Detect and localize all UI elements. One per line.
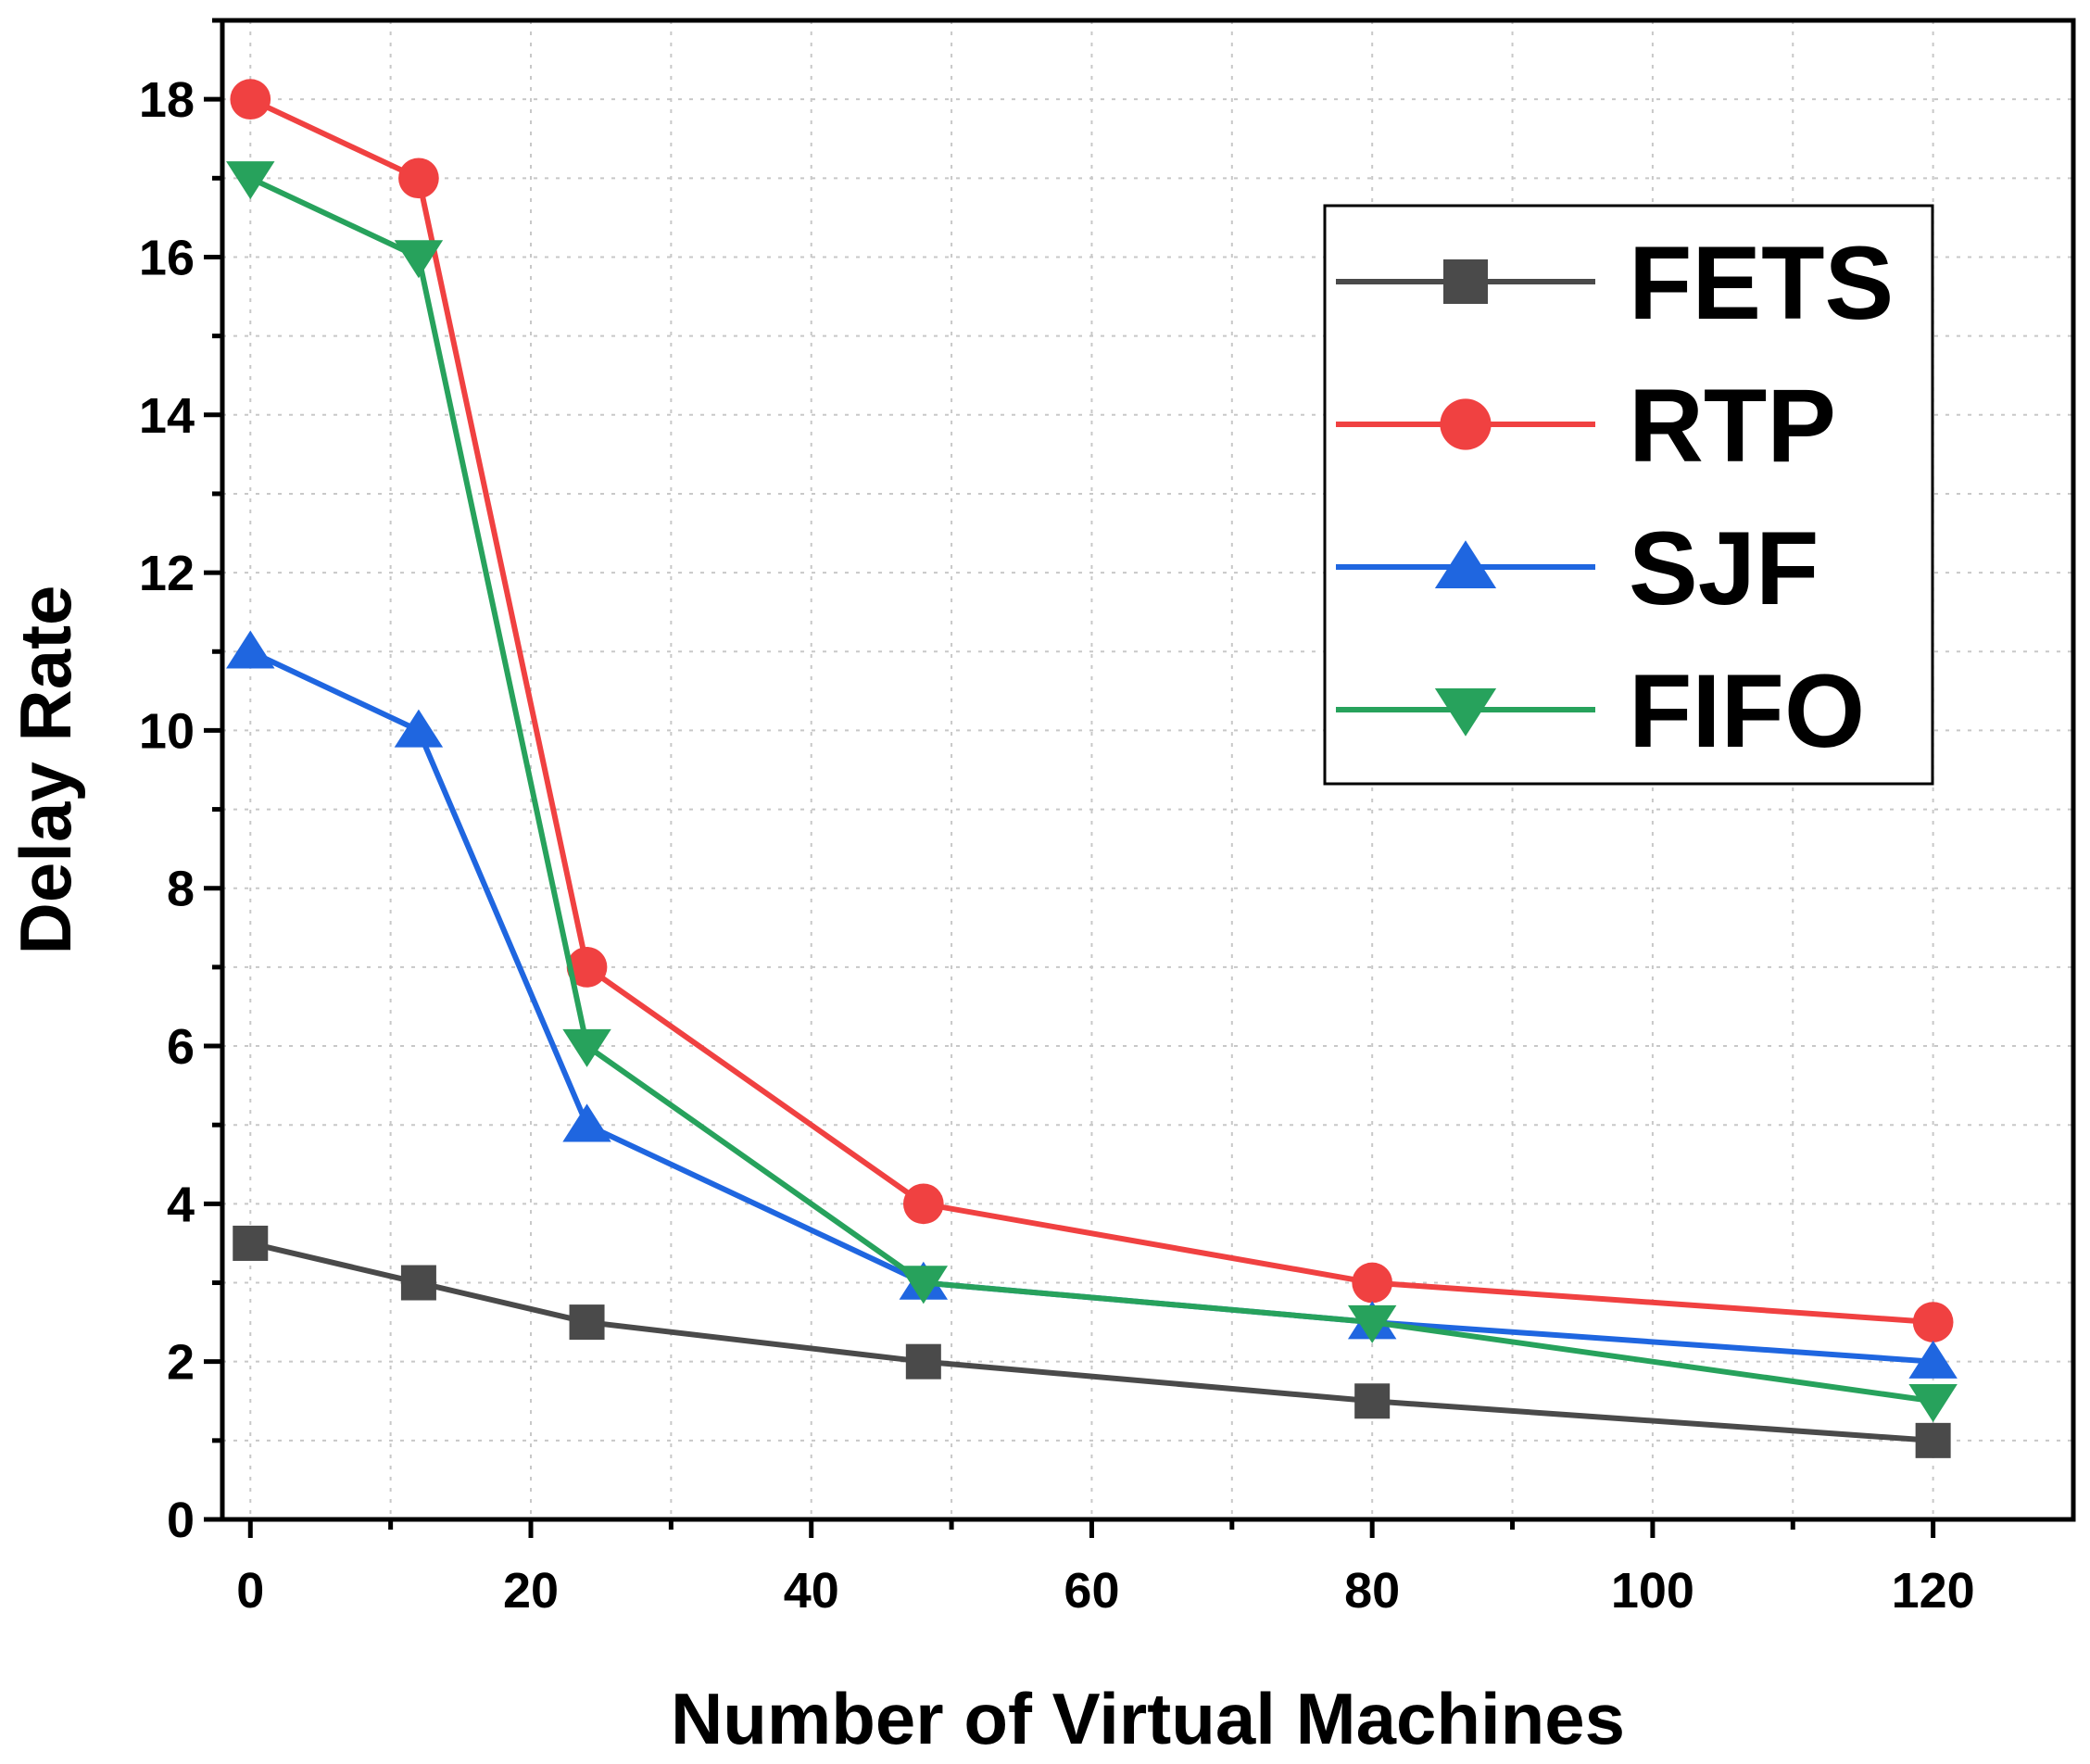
- series-lines: [226, 79, 1958, 1458]
- series-line-fifo: [248, 175, 1934, 1405]
- series-line-rtp: [248, 96, 1933, 1326]
- data-point-rtp: [230, 79, 271, 120]
- series-line-fets: [249, 1241, 1933, 1443]
- x-tick-label: 60: [1064, 1563, 1119, 1619]
- legend-marker-fets: [1443, 259, 1488, 304]
- data-point-rtp: [902, 1183, 944, 1225]
- legend-marker-sjf: [1434, 540, 1497, 589]
- legend-marker-rtp: [1440, 398, 1492, 450]
- y-tick-label: 12: [139, 546, 195, 601]
- data-point-fifo: [562, 1028, 611, 1067]
- y-tick-label: 4: [167, 1177, 195, 1232]
- data-point-rtp: [398, 158, 439, 199]
- data-point-fets: [1354, 1383, 1391, 1419]
- data-point-sjf: [394, 709, 444, 748]
- y-tick-label: 0: [167, 1493, 195, 1548]
- plot-frame: [220, 18, 2076, 1522]
- axis-ticks: 0 2 4 6 8 10 12 14 16 18 0 20 40 60 80 100 120: [139, 18, 1975, 1619]
- legend-box: [1323, 204, 1934, 786]
- legend-label-fets: FETS: [1629, 225, 1894, 341]
- y-tick-label: 6: [167, 1019, 195, 1075]
- x-tick-label: 80: [1344, 1563, 1400, 1619]
- data-point-fifo: [394, 240, 444, 279]
- x-tick-label: 40: [784, 1563, 839, 1619]
- legend-marker-fifo: [1434, 687, 1497, 737]
- legend-label-rtp: RTP: [1629, 368, 1836, 484]
- x-tick-label: 20: [503, 1563, 559, 1619]
- y-tick-label: 14: [139, 388, 195, 444]
- x-axis-title: Number of Virtual Machines: [671, 1678, 1625, 1759]
- data-point-rtp: [1912, 1302, 1954, 1342]
- x-tick-label: 120: [1892, 1563, 1975, 1619]
- data-point-rtp: [1352, 1262, 1393, 1304]
- data-point-fets: [905, 1343, 941, 1380]
- data-point-fets: [400, 1265, 436, 1301]
- data-point-fets: [1915, 1422, 1951, 1458]
- y-tick-label: 10: [139, 703, 195, 759]
- data-point-fifo: [226, 161, 275, 200]
- legend-label-sjf: SJF: [1629, 510, 1819, 626]
- data-point-fifo: [1347, 1304, 1397, 1343]
- x-tick-label: 0: [236, 1563, 264, 1619]
- data-point-sjf: [1908, 1340, 1958, 1379]
- data-point-rtp: [566, 947, 608, 988]
- legend-label-fifo: FIFO: [1629, 653, 1865, 769]
- x-tick-label: 100: [1611, 1563, 1694, 1619]
- y-tick-label: 16: [139, 230, 195, 285]
- data-point-fifo: [1908, 1384, 1958, 1423]
- series-line-sjf: [248, 649, 1933, 1365]
- grid: [222, 20, 2073, 1519]
- y-axis-title: Delay Rate: [5, 586, 86, 955]
- data-point-sjf: [226, 630, 275, 669]
- data-point-fets: [233, 1225, 269, 1261]
- data-point-fets: [569, 1304, 605, 1341]
- legend: FETS RTP SJF FIFO: [1323, 204, 1934, 786]
- y-tick-label: 8: [167, 862, 195, 917]
- data-point-fifo: [899, 1266, 949, 1304]
- data-point-sjf: [562, 1103, 611, 1142]
- y-tick-label: 2: [167, 1335, 195, 1391]
- y-tick-label: 18: [139, 72, 195, 128]
